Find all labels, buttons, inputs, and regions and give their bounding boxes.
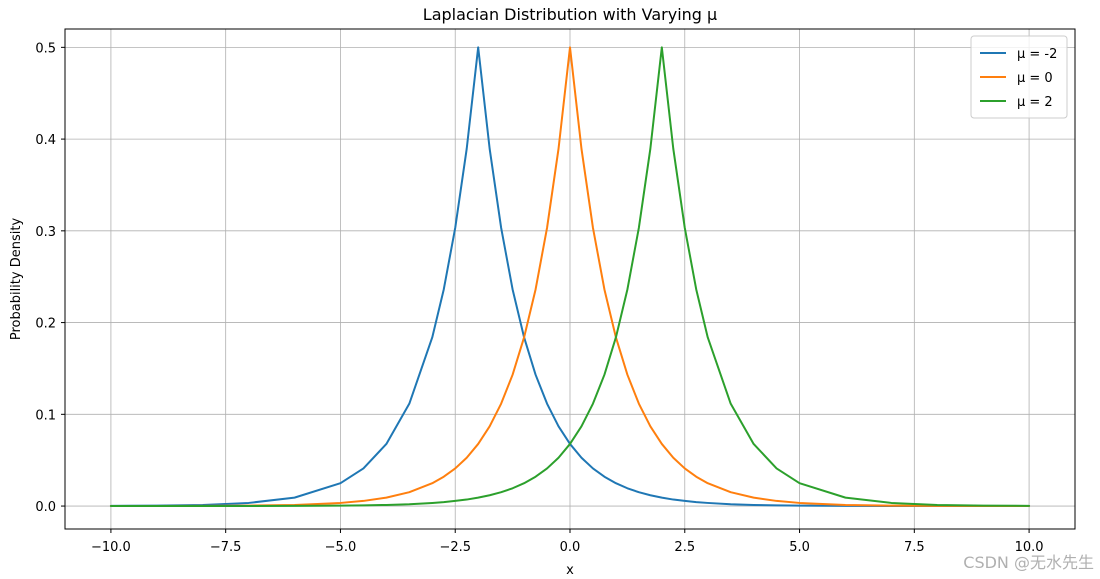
y-tick-label: 0.4 bbox=[35, 133, 56, 148]
y-tick-label: 0.0 bbox=[35, 500, 56, 515]
tick-layer: −10.0 −7.5 −5.0 −2.5 0.0 2.5 5.0 7.5 10.0 0.0 0.1 0… bbox=[35, 41, 1043, 555]
series-line-2 bbox=[109, 46, 1031, 508]
x-tick-label: −10.0 bbox=[91, 540, 131, 555]
y-tick-label: 0.5 bbox=[35, 41, 56, 56]
legend-box bbox=[970, 35, 1068, 119]
chart-title: Laplacian Distribution with Varying μ bbox=[423, 5, 717, 24]
x-tick-label: 7.5 bbox=[904, 540, 925, 555]
x-tick-label: 10.0 bbox=[1015, 540, 1044, 555]
x-tick-label: 0.0 bbox=[560, 540, 581, 555]
series-line-1 bbox=[109, 46, 1031, 508]
x-axis-label: x bbox=[566, 563, 574, 578]
legend-label-1: μ = 0 bbox=[1017, 71, 1053, 86]
x-tick-label: 5.0 bbox=[789, 540, 810, 555]
y-tick-label: 0.2 bbox=[35, 317, 56, 332]
legend-label-0: μ = -2 bbox=[1017, 47, 1057, 62]
watermark: CSDN @无水先生 bbox=[963, 553, 1094, 572]
grid-layer bbox=[65, 29, 1075, 529]
legend: μ = -2 μ = 0 μ = 2 bbox=[970, 35, 1068, 119]
legend-label-2: μ = 2 bbox=[1017, 95, 1053, 110]
x-tick-label: 2.5 bbox=[674, 540, 695, 555]
x-tick-label: −5.0 bbox=[325, 540, 357, 555]
x-tick-label: −2.5 bbox=[439, 540, 471, 555]
y-axis-label: Probability Density bbox=[9, 218, 24, 341]
y-tick-label: 0.1 bbox=[35, 408, 56, 423]
y-tick-label: 0.3 bbox=[35, 225, 56, 240]
x-tick-label: −7.5 bbox=[210, 540, 242, 555]
series-layer bbox=[109, 46, 1031, 508]
